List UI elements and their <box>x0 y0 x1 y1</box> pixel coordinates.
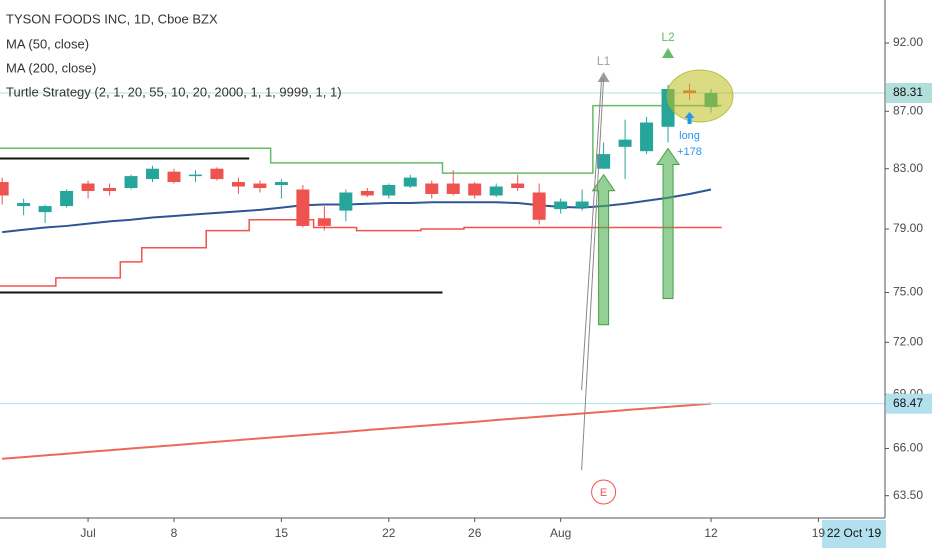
signal-triangle <box>662 48 675 58</box>
exit-connector <box>581 77 603 391</box>
candle-body <box>0 182 9 196</box>
candle-body <box>554 201 568 210</box>
candle-body <box>597 154 611 169</box>
candle-body <box>468 183 482 196</box>
y-tick-label: 79.00 <box>893 221 923 235</box>
x-tick-label: Jul <box>80 526 95 540</box>
candle-body <box>124 176 138 188</box>
chart-title: TYSON FOODS INC, 1D, Cboe BZX <box>6 11 218 26</box>
candle-body <box>446 183 460 194</box>
y-tick-label: 75.00 <box>893 285 923 299</box>
candle-body <box>167 171 181 183</box>
price-label-box <box>886 393 932 414</box>
x-tick-label: 26 <box>468 526 482 540</box>
x-tick-label: Aug <box>550 526 571 540</box>
candle-body <box>489 186 503 196</box>
exit-circle <box>591 479 617 505</box>
candle-body <box>60 190 74 207</box>
candle-body <box>640 122 654 152</box>
candle-body <box>317 218 331 226</box>
candle-body <box>425 183 439 194</box>
order-amount: +178 <box>677 146 702 158</box>
order-arrow <box>684 112 695 124</box>
price-label-box <box>886 83 932 104</box>
signal-label: L2 <box>661 30 675 44</box>
x-tick-label: 8 <box>171 526 178 540</box>
price-label: 88.31 <box>893 85 923 99</box>
entry-arrow <box>656 147 680 300</box>
strategy-label: Turtle Strategy (2, 1, 20, 55, 10, 20, 2… <box>6 84 342 99</box>
candle-body <box>532 192 546 220</box>
candle-body <box>511 183 525 188</box>
candle-body <box>81 183 95 191</box>
highlight-ellipse <box>666 69 734 123</box>
y-tick-label: 83.00 <box>893 161 923 175</box>
y-tick-label: 66.00 <box>893 441 923 455</box>
overlay: long +178 E <box>581 48 702 505</box>
candle-body <box>339 192 353 211</box>
candle-body <box>38 206 52 213</box>
candle-body <box>382 185 396 196</box>
y-tick-label: 63.50 <box>893 488 923 502</box>
y-tick-label: 72.00 <box>893 334 923 348</box>
candle-body <box>17 203 31 207</box>
candle-body <box>231 182 245 187</box>
candle-body <box>253 183 267 188</box>
channel-line <box>0 104 722 174</box>
x-tick-label: 12 <box>704 526 718 540</box>
price-label: 68.47 <box>893 396 923 410</box>
y-tick-label: 87.00 <box>893 103 923 117</box>
x-tick-label: 19 <box>812 526 826 540</box>
candle-body <box>210 168 224 180</box>
cursor-date: 22 Oct '19 <box>827 526 882 540</box>
plot-area <box>0 83 885 460</box>
x-tick-label: 22 <box>382 526 396 540</box>
candle-body <box>274 182 288 186</box>
cursor-date-box <box>822 520 886 548</box>
exit-label: E <box>600 487 607 499</box>
candle-body <box>403 177 417 187</box>
x-tick-label: 15 <box>275 526 289 540</box>
candle-body <box>146 168 160 180</box>
candle-body <box>575 201 589 208</box>
signal-label: L1 <box>597 54 611 68</box>
signal-triangle <box>597 72 610 82</box>
entry-arrow <box>591 173 616 326</box>
order-text: long <box>679 130 700 142</box>
candle-body <box>618 139 632 147</box>
ma-line <box>2 402 712 460</box>
candle-body <box>103 187 117 191</box>
candle-body <box>296 189 310 226</box>
candle-body <box>360 190 374 196</box>
y-tick-label: 92.00 <box>893 35 923 49</box>
candle-body <box>188 174 202 177</box>
exit-connector <box>581 77 605 471</box>
legend-entry: MA (50, close) <box>6 36 89 51</box>
legend-entry: MA (200, close) <box>6 60 96 75</box>
